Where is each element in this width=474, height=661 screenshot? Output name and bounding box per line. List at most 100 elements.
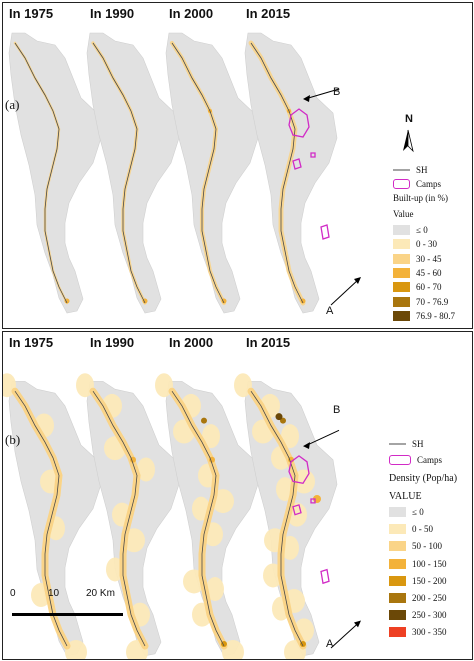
land-area — [244, 32, 338, 314]
year-label-2015: In 2015 — [246, 335, 291, 350]
legend-swatch — [389, 593, 406, 603]
north-arrow-icon — [403, 129, 414, 153]
legend-subtitle: VALUE — [389, 491, 422, 502]
year-label-2000: In 2000 — [169, 6, 214, 21]
legend-class-row: 0 - 30 — [393, 239, 437, 250]
legend-swatch — [393, 296, 410, 307]
legend-swatch — [393, 310, 410, 321]
arrow-head-a — [354, 277, 361, 284]
camp-outline — [320, 568, 330, 585]
camp-outline — [310, 498, 316, 504]
legend-sh-row: SH — [389, 439, 424, 449]
point-a-label: A — [326, 638, 334, 650]
legend-class-row: 200 - 250 — [389, 593, 447, 603]
legend-sh-label: SH — [416, 165, 428, 175]
legend-sh-row: SH — [393, 165, 428, 175]
year-label-1975: In 1975 — [9, 6, 54, 21]
camp-outline — [310, 152, 316, 158]
legend-class-row: 150 - 200 — [389, 575, 447, 586]
panel-label-a: (a) — [5, 97, 20, 112]
legend-class-label: 0 - 30 — [416, 239, 437, 250]
legend-swatch — [389, 627, 406, 638]
arrow-to-b — [304, 429, 340, 447]
scale-tick-20: 20 Km — [86, 588, 115, 599]
legend-class-label: ≤ 0 — [412, 507, 424, 517]
panel-density: In 1975 In 1990 In 2000 In 2015 (b) B A … — [2, 331, 473, 660]
legend-camps-label: Camps — [416, 179, 442, 189]
legend-class-label: 45 - 60 — [416, 267, 442, 278]
panel-built-up: In 1975 In 1990 In 2000 In 2015 (a) N B … — [2, 2, 473, 329]
state-highway-line — [171, 42, 225, 304]
point-b-label: B — [333, 86, 341, 98]
north-arrow-left — [403, 130, 408, 151]
scale-tick-0: 0 — [10, 588, 16, 599]
legend-class-label: 300 - 350 — [412, 627, 447, 638]
arrow-head-b — [303, 442, 310, 450]
legend-swatch — [389, 575, 406, 586]
land-area — [86, 32, 180, 314]
camp-outline — [288, 108, 310, 138]
density-blob — [206, 577, 224, 602]
legend-class-label: 250 - 300 — [412, 610, 447, 621]
legend-swatch — [389, 541, 406, 552]
legend-class-row: ≤ 0 — [389, 507, 424, 517]
camp-outline — [320, 224, 330, 240]
point-b-label: B — [333, 404, 341, 416]
legend-sh-label: SH — [412, 439, 424, 449]
legend-class-row: 76.9 - 80.7 — [393, 310, 455, 321]
state-highway-line — [14, 42, 68, 304]
legend-class-row: 100 - 150 — [389, 558, 447, 569]
legend-class-label: 200 - 250 — [412, 593, 447, 603]
map-in-2015 — [234, 373, 361, 659]
legend-class-row: 30 - 45 — [393, 253, 442, 264]
legend-class-label: 0 - 50 — [412, 524, 433, 535]
legend-swatch — [393, 282, 410, 293]
legend-class-row: 45 - 60 — [393, 267, 442, 278]
legend-camps-label: Camps — [417, 455, 443, 465]
map-in-1975 — [3, 373, 102, 659]
legend-swatch — [389, 610, 406, 621]
legend-class-row: ≤ 0 — [393, 225, 428, 235]
arrow-head-b — [303, 95, 310, 102]
year-label-1990: In 1990 — [90, 335, 135, 350]
scale-bar — [12, 613, 123, 616]
north-arrow-right — [407, 129, 414, 153]
legend-class-label: 150 - 200 — [412, 575, 447, 586]
legend-swatch — [393, 253, 410, 264]
density-blob — [202, 424, 220, 449]
legend-class-label: 30 - 45 — [416, 253, 442, 264]
legend-class-label: 70 - 76.9 — [416, 296, 449, 307]
state-highway-line — [14, 390, 68, 647]
state-highway-line — [92, 390, 146, 647]
camps-icon — [393, 179, 410, 189]
legend-camps-row: Camps — [389, 455, 442, 465]
state-highway-line — [250, 42, 304, 304]
legend-class-label: 100 - 150 — [412, 558, 447, 569]
legend-class-row: 60 - 70 — [393, 282, 442, 293]
map-in-1990 — [76, 373, 180, 659]
density-blob — [222, 640, 244, 659]
legend-class-label: 76.9 - 80.7 — [416, 310, 455, 321]
legend-class-row: 250 - 300 — [389, 610, 447, 621]
arrow-head-a — [354, 620, 361, 628]
legend-title: Built-up (in %) — [393, 193, 448, 203]
legend-swatch — [389, 507, 406, 517]
map-in-1975 — [8, 32, 102, 314]
panel-label-b: (b) — [5, 432, 21, 447]
state-highway-line — [171, 390, 225, 647]
legend-class-row: 0 - 50 — [389, 524, 433, 535]
legend-camps-row: Camps — [393, 179, 441, 189]
density-blob — [65, 640, 87, 659]
arrow-to-a — [330, 278, 360, 306]
density-maps — [3, 373, 361, 659]
legend-title: Density (Pop/ha) — [389, 473, 458, 484]
state-highway-line — [250, 390, 304, 647]
state-highway-line — [92, 42, 146, 304]
camp-outline — [292, 158, 302, 170]
land-area — [165, 32, 259, 314]
north-label: N — [405, 113, 413, 125]
legend-swatch — [393, 267, 410, 278]
map-in-2015 — [244, 32, 361, 314]
built-up-maps — [8, 32, 414, 314]
legend-class-label: 60 - 70 — [416, 282, 442, 293]
